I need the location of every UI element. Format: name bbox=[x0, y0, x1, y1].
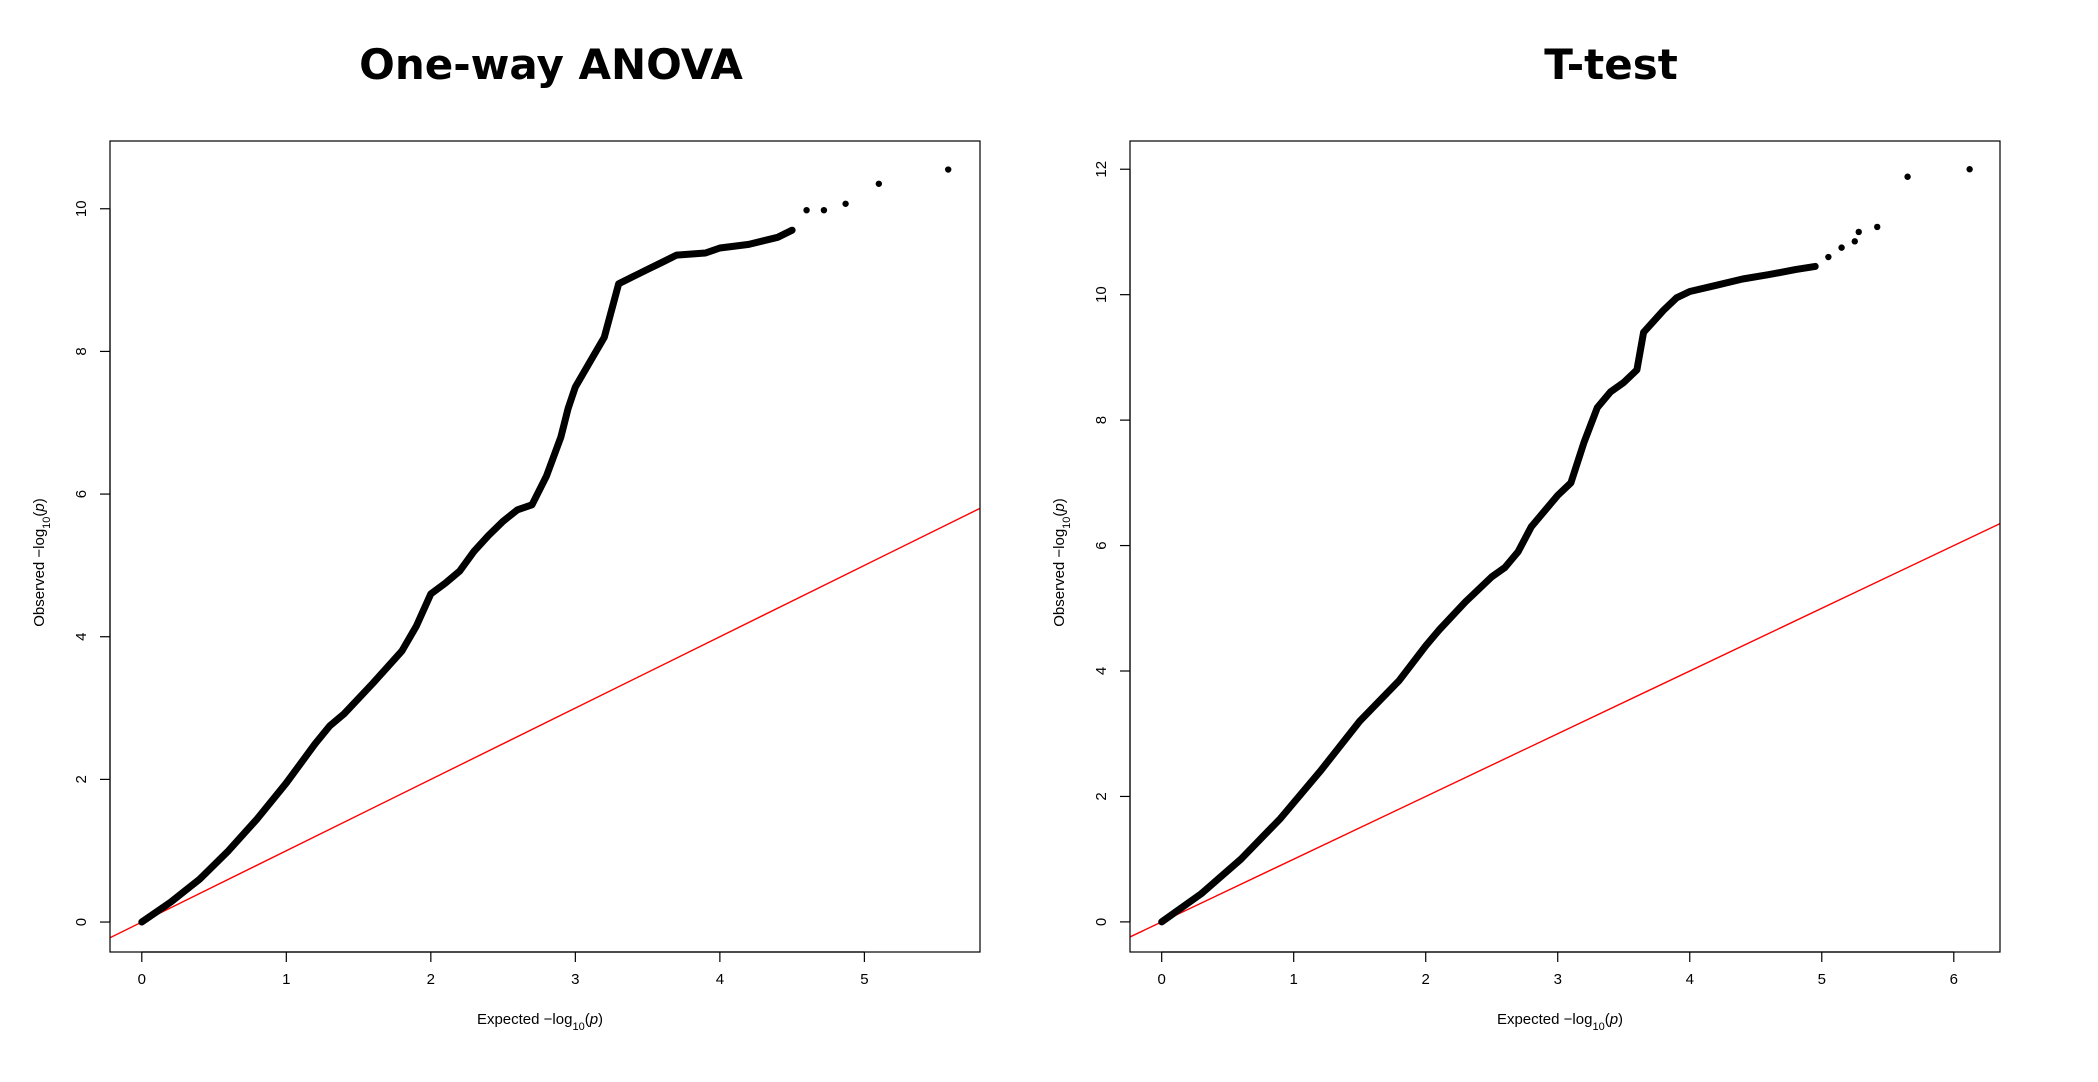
data-point bbox=[820, 206, 828, 214]
y-tick-label: 8 bbox=[1093, 416, 1110, 424]
reference-line bbox=[1130, 522, 2000, 938]
plot-frame bbox=[109, 140, 981, 953]
data-point bbox=[875, 180, 883, 187]
data-point bbox=[1874, 223, 1881, 231]
points-group bbox=[138, 166, 952, 926]
x-tick-label: 4 bbox=[1686, 971, 1694, 988]
y-tick-label: 4 bbox=[1093, 667, 1110, 675]
x-axis-label: Expected −log10(p) bbox=[477, 1011, 603, 1033]
data-point bbox=[842, 200, 849, 207]
y-axis-label: Observed −log10(p) bbox=[1051, 498, 1073, 627]
points-group bbox=[1158, 166, 1973, 926]
chart-title: One-way ANOVA bbox=[359, 40, 743, 89]
ttest-qq-panel: T-test 0 1 2 3 4 5 6 0 2 4 6 8 10 12 Expected −log10(p… bbox=[1040, 0, 2080, 1082]
y-tick-label: 6 bbox=[1093, 541, 1110, 549]
data-point bbox=[945, 166, 952, 173]
x-axis-label: Expected −log10(p) bbox=[1497, 1011, 1623, 1033]
x-tick-label: 4 bbox=[716, 971, 724, 988]
anova-qq-panel: One-way ANOVA 0 1 2 3 4 5 0 2 4 6 8 10 Expected −log… bbox=[0, 0, 1040, 1082]
y-tick-label: 6 bbox=[73, 490, 90, 498]
y-tick-label: 12 bbox=[1093, 161, 1110, 178]
chart-title: T-test bbox=[1544, 40, 1678, 89]
y-tick-label: 8 bbox=[73, 347, 90, 355]
data-point bbox=[1851, 238, 1858, 245]
data-point bbox=[1904, 173, 1911, 180]
y-tick-label: 2 bbox=[1093, 792, 1110, 800]
data-point bbox=[1825, 253, 1832, 261]
x-tick-label: 2 bbox=[427, 971, 435, 988]
x-tick-label: 5 bbox=[1818, 971, 1826, 988]
data-point bbox=[803, 206, 810, 214]
y-tick-label: 0 bbox=[1093, 918, 1110, 926]
reference-line bbox=[110, 507, 980, 939]
anova-qq-plot: 0 1 2 3 4 5 0 2 4 6 8 10 Expected −log10(p) Observed … bbox=[31, 140, 981, 1033]
y-tick-label: 10 bbox=[1093, 286, 1110, 303]
data-point bbox=[1838, 244, 1845, 251]
x-tick-label: 6 bbox=[1950, 971, 1958, 988]
y-tick-label: 2 bbox=[73, 775, 90, 783]
x-tick-label: 0 bbox=[1158, 971, 1166, 988]
y-axis-label: Observed −log10(p) bbox=[31, 498, 53, 627]
x-tick-label: 1 bbox=[282, 971, 290, 988]
x-tick-label: 2 bbox=[1422, 971, 1430, 988]
data-point bbox=[1855, 228, 1862, 236]
y-tick-label: 4 bbox=[73, 633, 90, 641]
y-tick-label: 10 bbox=[73, 200, 90, 217]
observed-points-curve bbox=[1158, 262, 1819, 926]
x-tick-label: 3 bbox=[571, 971, 579, 988]
x-tick-label: 3 bbox=[1554, 971, 1562, 988]
data-point bbox=[1966, 166, 1973, 173]
plot-frame bbox=[1129, 140, 2001, 953]
y-tick-label: 0 bbox=[73, 918, 90, 926]
x-tick-label: 1 bbox=[1290, 971, 1298, 988]
x-tick-label: 5 bbox=[860, 971, 868, 988]
x-tick-label: 0 bbox=[138, 971, 146, 988]
observed-points-curve bbox=[138, 226, 796, 926]
